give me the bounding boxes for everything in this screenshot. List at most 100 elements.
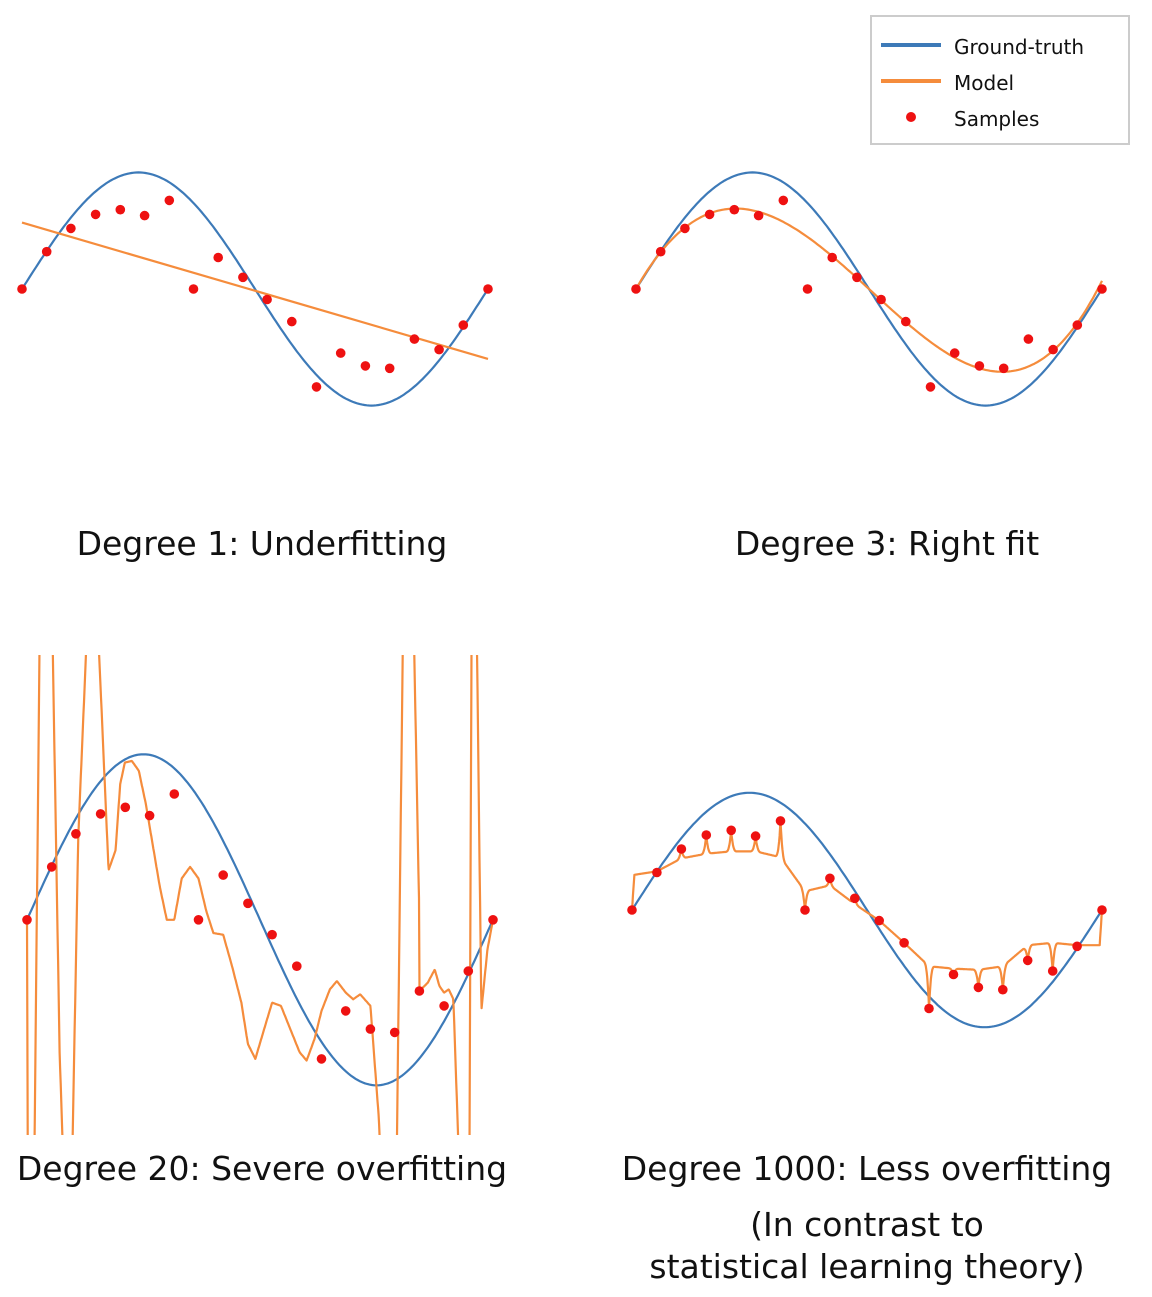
sample-point: [169, 789, 180, 799]
sample-point: [652, 867, 662, 878]
sample-point: [676, 844, 687, 854]
sample-point: [974, 361, 985, 371]
legend: Ground-truth Model Samples: [870, 15, 1130, 145]
sample-point: [71, 829, 81, 839]
legend-ground-truth-label: Ground-truth: [954, 35, 1084, 59]
sample-point: [998, 363, 1009, 374]
legend-model-label: Model: [954, 71, 1014, 95]
model-line: [21, 221, 489, 360]
ground-truth-line: [631, 791, 1103, 1029]
sample-point: [1097, 284, 1107, 294]
sample-point: [115, 204, 126, 215]
sample-point: [120, 802, 131, 813]
panel-4-plot: [627, 791, 1107, 1029]
sample-point: [439, 1001, 449, 1011]
sample-point: [46, 862, 57, 872]
sample-point: [899, 938, 909, 948]
sample-point: [1023, 334, 1034, 344]
sample-point: [876, 294, 886, 305]
sample-point: [384, 363, 395, 374]
legend-samples-marker: [906, 112, 916, 122]
sample-point: [483, 284, 493, 294]
sample-point: [1097, 905, 1107, 915]
model-line: [25, 655, 495, 1135]
sample-point: [949, 348, 960, 358]
sample-point: [292, 961, 302, 971]
model-line: [630, 819, 1104, 1010]
sample-point: [729, 204, 740, 215]
sample-point: [164, 195, 175, 206]
sample-point: [850, 893, 860, 904]
sample-point: [213, 252, 223, 263]
sample-point: [1022, 955, 1033, 966]
sample-point: [775, 816, 786, 826]
panel-2-plot: [631, 171, 1107, 407]
sample-point: [17, 284, 27, 294]
sample-point: [802, 284, 813, 294]
sample-point: [825, 873, 835, 884]
panel-1-title: Degree 1: Underfitting: [77, 524, 448, 563]
sample-point: [316, 1054, 327, 1064]
sample-point: [365, 1024, 376, 1034]
sample-point: [680, 223, 690, 234]
panel-3-plot: [22, 655, 498, 1135]
sample-point: [458, 320, 469, 330]
sample-point: [1048, 344, 1058, 355]
sample-point: [139, 210, 150, 221]
sample-point: [924, 1003, 934, 1014]
ground-truth-line: [21, 171, 489, 407]
sample-point: [631, 284, 641, 294]
sample-point: [335, 348, 346, 358]
panels-group: [17, 171, 1107, 1135]
sample-point: [414, 986, 425, 996]
sample-point: [998, 984, 1008, 995]
sample-point: [753, 210, 764, 221]
sample-point: [287, 316, 297, 327]
sample-point: [95, 809, 106, 819]
sample-point: [41, 246, 52, 257]
panel-2-title: Degree 3: Right fit: [735, 524, 1039, 563]
sample-point: [389, 1027, 400, 1038]
sample-point: [238, 272, 248, 283]
sample-point: [948, 969, 959, 980]
sample-point: [973, 982, 984, 993]
sample-point: [701, 830, 712, 840]
sample-point: [800, 905, 810, 915]
panel-4-subtitle-line-2: statistical learning theory): [649, 1247, 1084, 1286]
panel-3-title: Degree 20: Severe overfitting: [17, 1149, 507, 1188]
sample-point: [750, 831, 761, 841]
sample-point: [655, 246, 666, 257]
sample-point: [66, 223, 76, 234]
sample-point: [925, 382, 936, 392]
panel-4-title: Degree 1000: Less overfitting: [622, 1149, 1112, 1188]
model-line: [635, 207, 1103, 373]
sample-point: [1072, 941, 1082, 952]
legend-samples-label: Samples: [954, 107, 1039, 131]
panel-1-plot: [17, 171, 493, 407]
sample-point: [409, 334, 420, 344]
sample-point: [1072, 320, 1083, 330]
sample-point: [704, 209, 715, 220]
sample-point: [193, 915, 204, 925]
sample-point: [463, 966, 474, 976]
sample-point: [267, 929, 277, 940]
sample-point: [901, 316, 911, 327]
sample-point: [90, 209, 101, 220]
ground-truth-line: [25, 753, 495, 1087]
sample-point: [22, 915, 32, 925]
sample-point: [874, 915, 884, 926]
sample-point: [1047, 966, 1058, 976]
sample-point: [488, 915, 498, 925]
sample-point: [218, 870, 228, 880]
sample-point: [188, 284, 199, 294]
sample-point: [243, 898, 253, 909]
sample-point: [827, 252, 837, 263]
sample-point: [852, 272, 862, 283]
sample-point: [144, 810, 155, 821]
sample-point: [360, 361, 371, 371]
sample-point: [340, 1006, 351, 1016]
sample-point: [262, 294, 272, 305]
sample-point: [627, 905, 637, 915]
panel-4-subtitle-line-1: (In contrast to: [750, 1205, 984, 1244]
